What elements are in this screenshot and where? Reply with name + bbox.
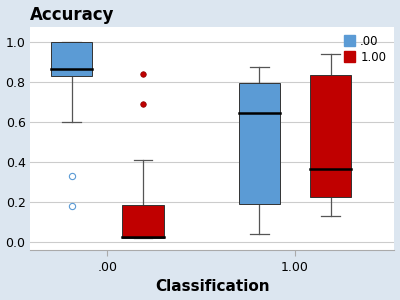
X-axis label: Classification: Classification [155, 279, 270, 294]
Text: Accuracy: Accuracy [30, 6, 115, 24]
Bar [51, 43, 92, 76]
Bar [310, 76, 351, 197]
Bar [122, 206, 164, 239]
Legend: .00, 1.00: .00, 1.00 [341, 32, 388, 66]
Bar [239, 83, 280, 205]
